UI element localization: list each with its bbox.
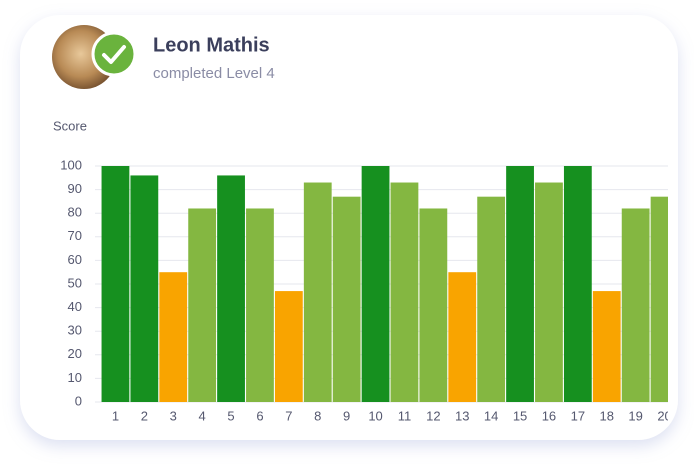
- x-tick-label: 8: [314, 408, 321, 423]
- bar: [246, 208, 274, 402]
- x-tick-label: 2: [141, 408, 148, 423]
- bar: [159, 272, 188, 402]
- y-tick-label: 20: [68, 346, 82, 361]
- bar: [419, 208, 448, 402]
- x-tick-label: 7: [285, 408, 292, 423]
- y-tick-label: 30: [68, 323, 82, 338]
- y-tick-label: 0: [75, 393, 82, 408]
- x-tick-label: 20: [657, 408, 671, 423]
- y-tick-label: 90: [68, 181, 82, 196]
- bar: [188, 208, 217, 402]
- bar: [217, 175, 245, 402]
- bar: [390, 182, 419, 402]
- x-tick-label: 11: [398, 408, 412, 423]
- x-tick-label: 16: [542, 408, 556, 423]
- user-name: Leon Mathis: [153, 34, 270, 56]
- check-icon: [102, 45, 126, 64]
- x-tick-label: 9: [343, 408, 350, 423]
- y-tick-label: 50: [68, 275, 82, 290]
- x-tick-label: 18: [600, 408, 614, 423]
- check-badge: [91, 31, 137, 77]
- y-tick-label: 10: [68, 370, 82, 385]
- bar: [621, 208, 650, 402]
- y-tick-label: 40: [68, 299, 82, 314]
- x-tick-label: 6: [256, 408, 263, 423]
- bar: [448, 272, 477, 402]
- x-tick-label: 3: [170, 408, 177, 423]
- x-tick-label: 5: [227, 408, 234, 423]
- bar: [101, 166, 130, 402]
- plot: 1 2 3 4 5 6 7 8 9 10 11 12 13 14 15 16 17 18 19 20: [95, 165, 671, 423]
- bar: [650, 196, 668, 402]
- x-tick-label: 10: [368, 408, 382, 423]
- x-tick-label: 13: [455, 408, 469, 423]
- bar: [477, 196, 506, 402]
- x-tick-label: 17: [571, 408, 585, 423]
- bar: [303, 182, 332, 402]
- bar: [130, 175, 159, 402]
- y-tick-label: 70: [68, 228, 82, 243]
- bar: [563, 166, 592, 402]
- bar: [274, 291, 303, 402]
- x-tick-label: 1: [112, 408, 119, 423]
- y-axis-label: Score: [53, 118, 87, 133]
- x-tick-label: 4: [199, 408, 206, 423]
- x-tick-label: 15: [513, 408, 527, 423]
- y-tick-label: 100: [60, 157, 82, 172]
- x-tick-label: 19: [628, 408, 642, 423]
- user-status: completed Level 4: [153, 65, 275, 82]
- bar: [592, 291, 621, 402]
- x-tick-label: 12: [426, 408, 440, 423]
- y-tick-label: 80: [68, 205, 82, 220]
- bar: [506, 166, 534, 402]
- bar: [332, 196, 361, 402]
- bar: [361, 166, 390, 402]
- x-tick-label: 14: [484, 408, 498, 423]
- bar: [535, 182, 563, 402]
- y-tick-label: 60: [68, 252, 82, 267]
